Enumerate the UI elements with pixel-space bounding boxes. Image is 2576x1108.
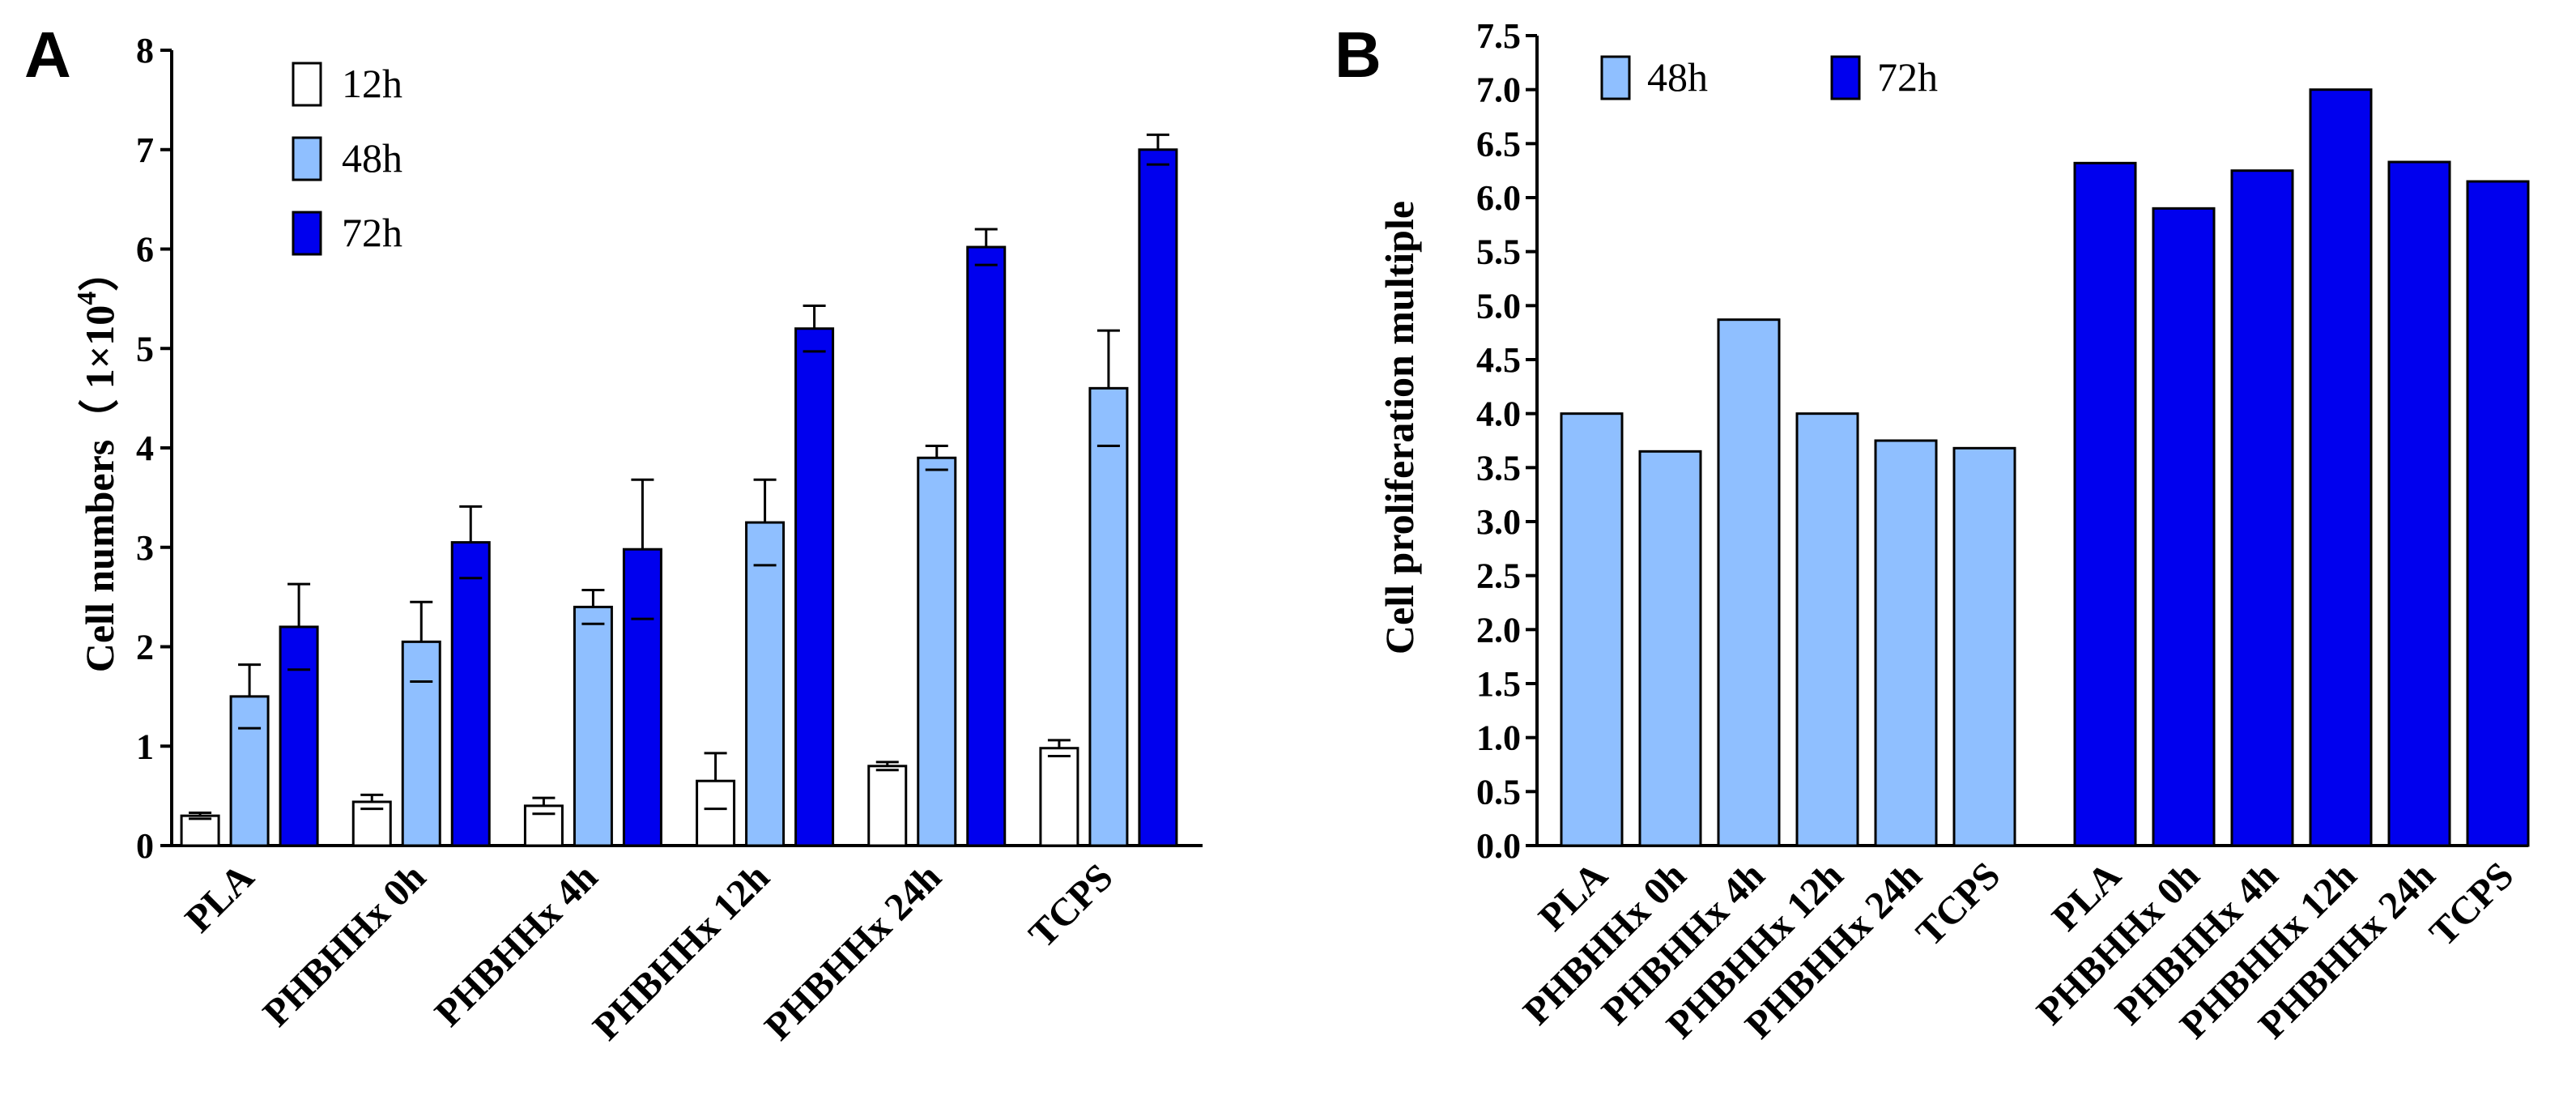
chart-a-ytick-label-7: 7: [136, 130, 154, 170]
chart-a-bar-48h-phbhhx-24h: [917, 456, 957, 847]
chart-b-bar-72h-tcps: [2466, 180, 2530, 847]
panel-a-letter: A: [24, 19, 71, 91]
chart-a-ytick-label-5: 5: [136, 329, 154, 369]
chart-b-xtick-label-72h-tcps: TCPS: [2421, 854, 2522, 954]
chart-b-bar-48h-tcps: [1952, 446, 2016, 847]
chart-b-ytick-label-12: 6.0: [1476, 178, 1521, 218]
chart-b-ytick-label-1: 0.5: [1476, 772, 1521, 812]
chart-a-ytick-label-4: 4: [136, 428, 154, 468]
chart-b-ytick-label-4: 2.0: [1476, 610, 1521, 650]
chart-a-bar-72h-pla: [279, 625, 319, 847]
chart-a-bar-12h-pla: [180, 814, 220, 847]
chart-a-ytick-label-1: 1: [136, 727, 154, 766]
chart-a-bar-72h-phbhhx-12h: [794, 327, 835, 847]
chart-b-ytick-label-10: 5.0: [1476, 286, 1521, 326]
chart-a-bar-48h-pla: [229, 695, 270, 847]
chart-a-bar-48h-tcps: [1088, 386, 1129, 847]
chart-b-bar-72h-phbhhx-24h: [2387, 160, 2451, 847]
chart-b-ytick-label-11: 5.5: [1476, 232, 1521, 272]
chart-b-legend-swatch-48h: [1600, 55, 1631, 100]
chart-a-bar-12h-phbhhx-12h: [696, 779, 736, 847]
chart-a-bar-72h-tcps: [1138, 148, 1178, 847]
chart-a-ylabel-close: ）: [77, 251, 122, 292]
chart-a-xtick-label-phbhhx-4h: PHBHHx 4h: [427, 855, 606, 1034]
chart-a: Cell numbers（ 1×104） 012345678PLAPHBHHx …: [72, 31, 1203, 1049]
chart-b-ytick-label-5: 2.5: [1476, 556, 1521, 596]
chart-b-legend-label-72h: 72h: [1877, 54, 1938, 100]
chart-b-bar-48h-phbhhx-12h: [1795, 412, 1859, 847]
chart-b-legend-swatch-72h: [1830, 55, 1861, 100]
chart-a-ylabel: Cell numbers（ 1×104）: [72, 251, 122, 673]
chart-a-bar-12h-phbhhx-24h: [867, 765, 908, 847]
chart-a-legend-swatch-48h: [292, 136, 322, 181]
chart-b-bar-48h-phbhhx-0h: [1638, 450, 1702, 847]
chart-a-ytick-label-6: 6: [136, 230, 154, 270]
chart-a-ylabel-exp: 4: [72, 292, 102, 305]
chart-a-legend-swatch-72h: [292, 211, 322, 256]
chart-b-legend-label-48h: 48h: [1647, 54, 1708, 100]
chart-a-ylabel-main: Cell numbers: [77, 440, 122, 673]
chart-b-ylabel: Cell proliferation multiple: [1377, 201, 1422, 654]
chart-b-ytick-label-2: 1.0: [1476, 718, 1521, 758]
chart-b-ytick-label-3: 1.5: [1476, 664, 1521, 704]
chart-b-ytick-label-9: 4.5: [1476, 340, 1521, 380]
chart-a-bar-48h-phbhhx-4h: [573, 605, 613, 847]
chart-a-xtick-label-tcps: TCPS: [1020, 855, 1121, 956]
chart-a-ytick-label-8: 8: [136, 31, 154, 70]
chart-b-bar-72h-phbhhx-4h: [2230, 169, 2294, 847]
chart-a-xtick-label-phbhhx-12h: PHBHHx 12h: [585, 855, 777, 1048]
chart-b-ytick-label-13: 6.5: [1476, 124, 1521, 164]
chart-b: Cell proliferation multiple 0.0 0.5 1.0 1.5…: [1377, 16, 2530, 1047]
chart-b-ytick-label-14: 7.0: [1476, 70, 1521, 110]
chart-a-bar-72h-phbhhx-0h: [450, 541, 491, 847]
chart-a-ytick-label-2: 2: [136, 628, 154, 667]
chart-a-bar-72h-phbhhx-24h: [966, 245, 1007, 847]
chart-a-legend-swatch-12h: [292, 62, 322, 107]
chart-a-ylabel-unit: （ 1×10: [77, 305, 122, 440]
chart-a-ytick-label-3: 3: [136, 528, 154, 568]
chart-b-ytick-label-8: 4.0: [1476, 394, 1521, 434]
chart-a-xtick-label-pla: PLA: [177, 855, 263, 941]
chart-b-bar-72h-pla: [2073, 161, 2137, 847]
chart-b-xtick-label-48h-tcps: TCPS: [1908, 854, 2008, 954]
chart-b-bar-72h-phbhhx-12h: [2309, 88, 2373, 847]
chart-a-legend-label-12h: 12h: [342, 61, 402, 106]
chart-b-ytick-label-0: 0.0: [1476, 826, 1521, 866]
chart-b-bar-72h-phbhhx-0h: [2152, 207, 2216, 847]
chart-b-bar-48h-phbhhx-4h: [1717, 318, 1781, 847]
chart-a-bar-12h-tcps: [1039, 747, 1079, 847]
chart-a-xtick-label-phbhhx-24h: PHBHHx 24h: [756, 855, 949, 1048]
chart-a-ytick-label-0: 0: [136, 826, 154, 866]
chart-b-ytick-label-15: 7.5: [1476, 16, 1521, 56]
chart-b-bar-48h-pla: [1560, 412, 1624, 847]
panel-b-letter: B: [1335, 19, 1382, 91]
chart-a-legend-label-72h: 72h: [342, 210, 402, 255]
chart-a-legend-label-48h: 48h: [342, 135, 402, 181]
chart-a-bar-12h-phbhhx-4h: [523, 804, 564, 847]
chart-a-bar-48h-phbhhx-0h: [401, 640, 441, 847]
chart-a-bar-72h-phbhhx-4h: [622, 548, 662, 847]
chart-a-xtick-label-phbhhx-0h: PHBHHx 0h: [255, 855, 434, 1034]
chart-b-bar-48h-phbhhx-24h: [1874, 439, 1938, 847]
chart-a-bar-48h-phbhhx-12h: [745, 521, 786, 847]
chart-b-ytick-label-7: 3.5: [1476, 448, 1521, 488]
chart-b-ytick-label-6: 3.0: [1476, 502, 1521, 542]
